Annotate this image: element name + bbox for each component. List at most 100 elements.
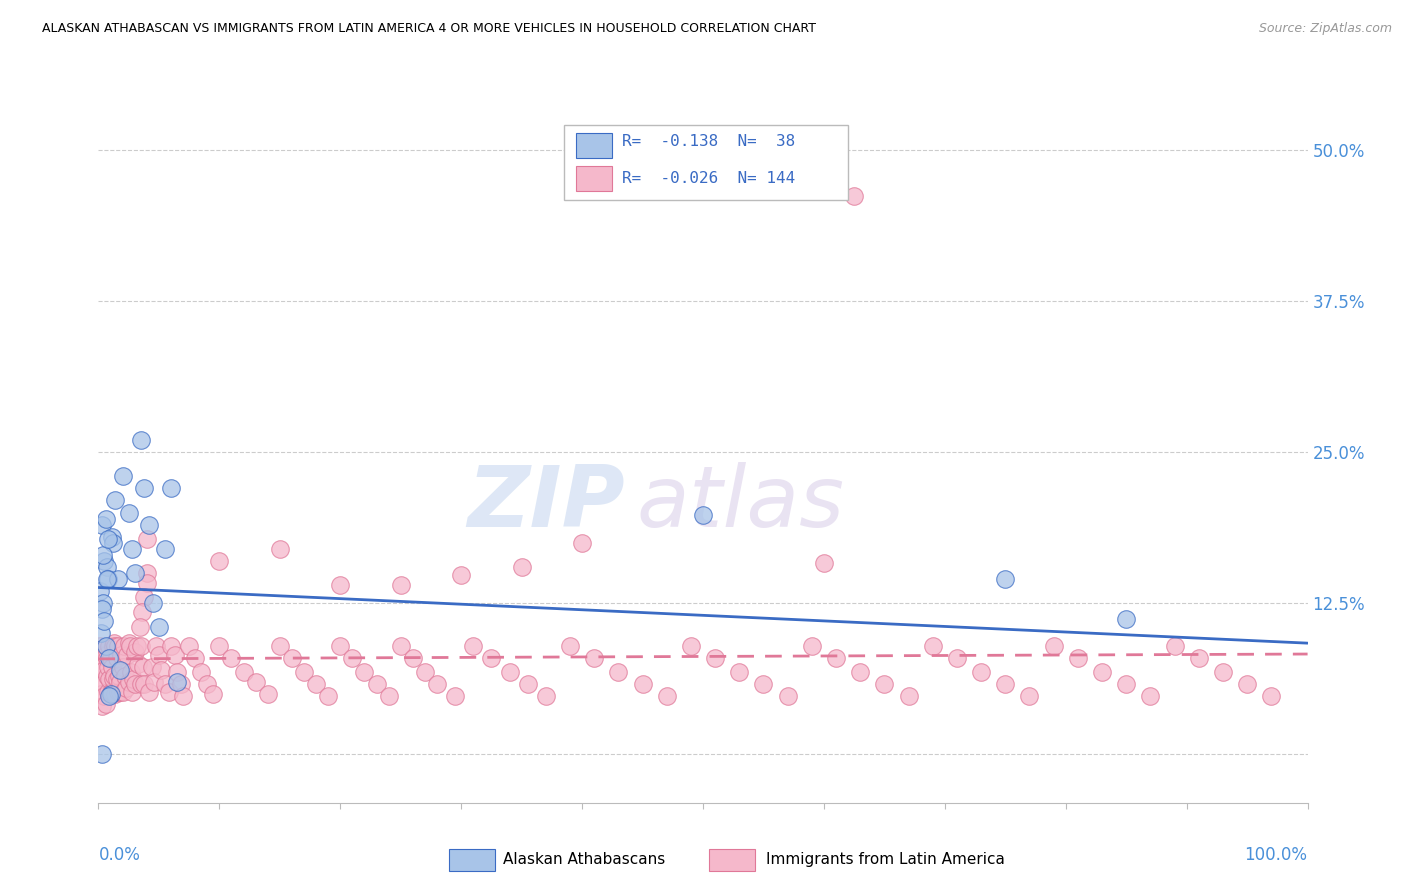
Point (138, 684, 160, 698)
Point (166, 674, 188, 689)
Point (202, 687, 225, 701)
Point (153, 677, 176, 691)
Point (160, 481, 183, 495)
Point (105, 650, 128, 665)
Point (97, 572, 120, 586)
Point (1139, 690, 1161, 704)
Point (93, 615, 115, 629)
Point (90, 626, 112, 640)
Point (118, 506, 141, 520)
Point (607, 665, 630, 680)
Text: R=  -0.138  N=  38: R= -0.138 N= 38 (621, 134, 796, 149)
Point (800, 639, 823, 653)
Point (91, 640, 114, 655)
Point (96, 650, 118, 665)
Point (190, 665, 212, 680)
Point (98, 690, 121, 704)
Point (316, 690, 339, 704)
Point (873, 677, 896, 691)
Point (444, 690, 467, 704)
Point (131, 605, 153, 619)
Point (160, 639, 183, 653)
Point (96, 560, 118, 574)
Point (111, 660, 134, 674)
Point (135, 575, 157, 590)
Point (292, 665, 315, 680)
Point (450, 568, 472, 582)
Point (100, 684, 122, 698)
Point (970, 665, 993, 680)
Point (583, 650, 606, 665)
Point (115, 681, 138, 695)
Point (1115, 677, 1137, 691)
Point (91, 677, 114, 691)
Point (402, 650, 425, 665)
Point (101, 535, 124, 549)
Point (103, 636, 125, 650)
Point (129, 433, 152, 447)
Point (994, 677, 1017, 691)
Point (172, 690, 194, 704)
Point (128, 620, 150, 634)
Point (377, 690, 399, 704)
Point (91, 517, 114, 532)
Point (111, 469, 134, 483)
Point (166, 665, 188, 680)
Point (389, 639, 412, 653)
Point (1236, 677, 1258, 691)
Point (90, 687, 112, 701)
Point (124, 677, 146, 691)
Point (98, 639, 121, 653)
Point (897, 690, 920, 704)
Point (281, 650, 304, 665)
Point (148, 648, 170, 663)
Point (208, 554, 231, 568)
Point (148, 620, 170, 634)
Point (353, 665, 375, 680)
Point (342, 650, 364, 665)
Point (1018, 690, 1040, 704)
Point (157, 684, 180, 698)
Point (179, 639, 201, 653)
Point (132, 660, 155, 674)
Point (558, 639, 581, 653)
Point (118, 639, 141, 653)
Point (120, 665, 142, 680)
Point (704, 650, 727, 665)
Text: ZIP: ZIP (467, 461, 624, 545)
Point (516, 677, 538, 691)
Point (1212, 665, 1234, 680)
Point (111, 684, 134, 698)
Point (101, 639, 124, 653)
Point (571, 535, 593, 549)
Point (269, 639, 291, 653)
Point (114, 669, 136, 683)
Point (118, 674, 141, 689)
Point (89, 584, 111, 599)
Point (138, 517, 160, 532)
Point (150, 663, 173, 677)
Point (994, 572, 1017, 586)
Point (389, 578, 412, 592)
Point (107, 572, 129, 586)
Point (100, 650, 122, 665)
Text: Immigrants from Latin America: Immigrants from Latin America (766, 853, 1005, 867)
Point (91, 602, 114, 616)
Point (97, 532, 120, 546)
Text: 0.0%: 0.0% (98, 846, 141, 863)
Point (117, 648, 139, 663)
Text: atlas: atlas (637, 461, 845, 545)
Point (94, 511, 117, 525)
Point (135, 566, 157, 580)
Point (142, 596, 165, 610)
Point (110, 648, 132, 663)
Text: 100.0%: 100.0% (1244, 846, 1308, 863)
Point (98, 673, 121, 687)
Point (153, 541, 176, 556)
Point (245, 674, 267, 689)
Point (825, 650, 848, 665)
Point (463, 639, 485, 653)
Text: Source: ZipAtlas.com: Source: ZipAtlas.com (1258, 22, 1392, 36)
Point (97, 660, 120, 674)
Point (94, 697, 117, 711)
